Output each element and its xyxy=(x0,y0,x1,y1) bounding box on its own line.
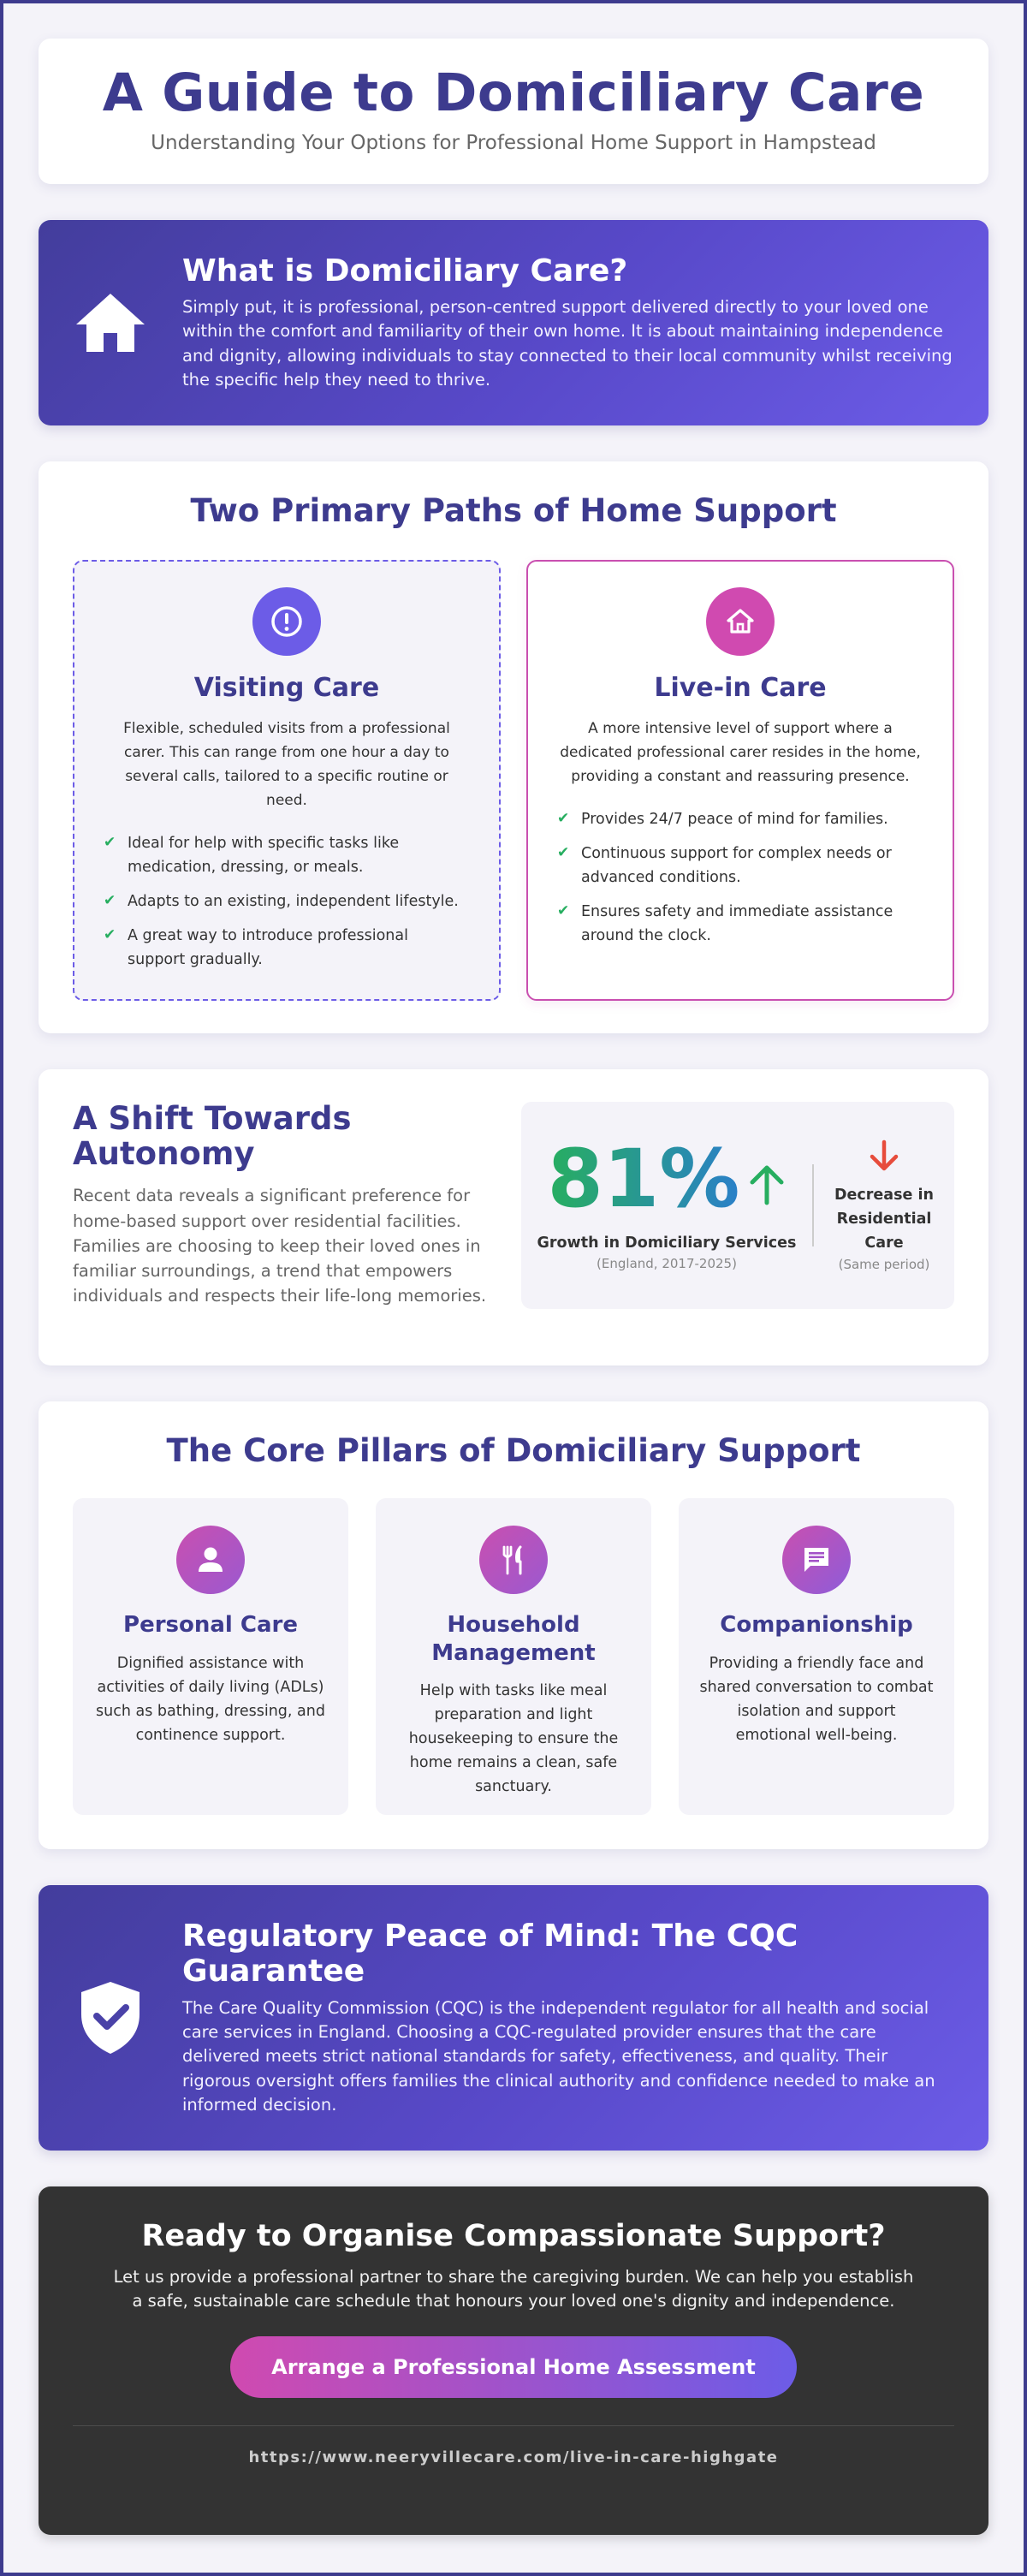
arrow-down-icon xyxy=(868,1139,900,1176)
pillar-text: Providing a friendly face and shared con… xyxy=(699,1654,934,1744)
visiting-care-card: Visiting Care Flexible, scheduled visits… xyxy=(73,560,501,1001)
shield-check-icon xyxy=(39,1978,182,2057)
live-in-care-title: Live-in Care xyxy=(654,673,827,703)
list-item: ✔ Continuous support for complex needs or… xyxy=(557,842,923,889)
paths-title: Two Primary Paths of Home Support xyxy=(190,492,837,529)
intro-text: Simply put, it is professional, person-c… xyxy=(182,297,953,390)
visiting-care-description: Flexible, scheduled visits from a profes… xyxy=(123,720,450,810)
list-item: ✔ Ideal for help with specific tasks like… xyxy=(104,831,470,879)
autonomy-section: A Shift Towards Autonomy Recent data rev… xyxy=(39,1069,988,1365)
intro-title: What is Domiciliary Care? xyxy=(182,253,628,289)
home-icon xyxy=(39,292,182,354)
decrease-sub: (Same period) xyxy=(838,1257,930,1272)
check-icon: ✔ xyxy=(557,810,570,828)
check-icon: ✔ xyxy=(557,844,570,862)
pillar-text: Help with tasks like meal preparation an… xyxy=(408,1682,619,1795)
cqc-text: The Care Quality Commission (CQC) is the… xyxy=(182,1997,935,2115)
visiting-care-title: Visiting Care xyxy=(193,673,380,703)
check-icon: ✔ xyxy=(557,902,570,920)
list-item: ✔ A great way to introduce professional s… xyxy=(104,924,470,972)
decrease-label: Decrease in Residential Care xyxy=(834,1187,934,1252)
cqc-banner: Regulatory Peace of Mind: The CQC Guaran… xyxy=(39,1885,988,2151)
autonomy-text: Recent data reveals a significant prefer… xyxy=(73,1186,487,1306)
pillars-section: The Core Pillars of Domiciliary Support … xyxy=(39,1401,988,1849)
pillars-title: The Core Pillars of Domiciliary Support xyxy=(166,1432,861,1469)
pillar-title: Companionship xyxy=(720,1612,913,1638)
person-icon xyxy=(176,1526,245,1594)
decrease-stat: Decrease in Residential Care (Same perio… xyxy=(814,1139,954,1272)
growth-value: 81% xyxy=(547,1132,740,1226)
page-subtitle: Understanding Your Options for Professio… xyxy=(151,132,876,155)
pillar-card: Companionship Providing a friendly face … xyxy=(679,1498,954,1815)
live-in-care-card: Live-in Care A more intensive level of s… xyxy=(526,560,954,1001)
fork-knife-icon xyxy=(479,1526,548,1594)
stats-panel: 81% Growth in Domiciliary Services (Engl… xyxy=(521,1102,954,1309)
cta-text: Let us provide a professional partner to… xyxy=(113,2267,914,2311)
list-item: ✔ Ensures safety and immediate assistance… xyxy=(557,900,923,948)
list-item: ✔ Adapts to an existing, independent life… xyxy=(104,889,470,913)
divider xyxy=(812,1164,814,1246)
check-icon: ✔ xyxy=(104,926,116,944)
home-outline-icon xyxy=(706,587,775,656)
growth-sub: (England, 2017-2025) xyxy=(597,1256,737,1272)
pillar-text: Dignified assistance with activities of … xyxy=(96,1654,325,1744)
pillar-title: Personal Care xyxy=(123,1612,298,1638)
check-icon: ✔ xyxy=(104,892,116,910)
page-title: A Guide to Domiciliary Care xyxy=(102,62,925,123)
chat-icon xyxy=(782,1526,851,1594)
check-icon: ✔ xyxy=(104,834,116,852)
pillar-card: Personal Care Dignified assistance with … xyxy=(73,1498,348,1815)
alert-circle-icon xyxy=(252,587,321,656)
cta-title: Ready to Organise Compassionate Support? xyxy=(141,2219,886,2253)
growth-stat: 81% Growth in Domiciliary Services (Engl… xyxy=(521,1139,812,1271)
live-in-care-description: A more intensive level of support where … xyxy=(560,720,921,786)
header-card: A Guide to Domiciliary Care Understandin… xyxy=(39,39,988,184)
autonomy-title: A Shift Towards Autonomy xyxy=(73,1100,352,1172)
growth-label: Growth in Domiciliary Services xyxy=(537,1234,797,1252)
arrange-assessment-button[interactable]: Arrange a Professional Home Assessment xyxy=(230,2335,797,2398)
intro-banner: What is Domiciliary Care? Simply put, it… xyxy=(39,220,988,425)
paths-section: Two Primary Paths of Home Support Visiti… xyxy=(39,461,988,1033)
website-link[interactable]: https://www.neeryvillecare.com/live-in-c… xyxy=(248,2448,779,2466)
divider xyxy=(73,2424,954,2426)
pillar-card: Household Management Help with tasks lik… xyxy=(376,1498,651,1815)
pillar-title: Household Management xyxy=(431,1612,596,1666)
arrow-up-icon xyxy=(747,1139,787,1220)
list-item: ✔ Provides 24/7 peace of mind for familie… xyxy=(557,807,923,831)
page: A Guide to Domiciliary Care Understandin… xyxy=(39,3,988,2535)
cqc-title: Regulatory Peace of Mind: The CQC Guaran… xyxy=(182,1918,798,1990)
cta-section: Ready to Organise Compassionate Support?… xyxy=(39,2186,988,2535)
